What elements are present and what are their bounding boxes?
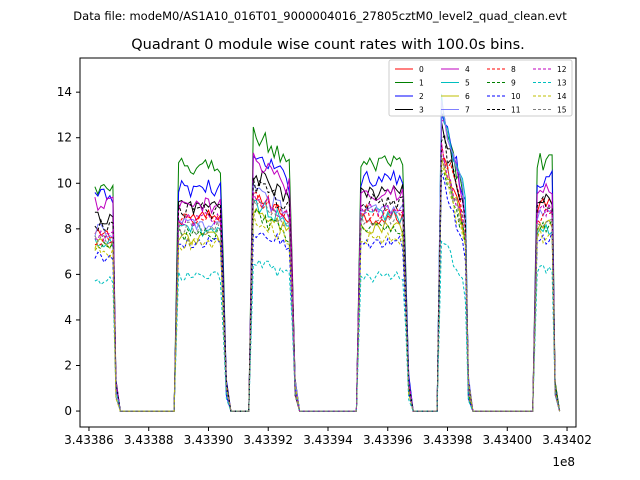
series-layer: [94, 93, 561, 412]
y-tick-label: 4: [64, 313, 72, 327]
legend-label-3: 3: [419, 106, 424, 115]
x-tick-label: 3.43402: [542, 433, 592, 447]
legend-label-13: 13: [557, 79, 567, 88]
legend-label-11: 11: [511, 106, 521, 115]
legend-label-8: 8: [511, 65, 516, 74]
x-tick-label: 3.43394: [303, 433, 353, 447]
series-line-13: [94, 240, 561, 412]
y-tick-label: 2: [64, 359, 72, 373]
legend-label-1: 1: [419, 79, 424, 88]
x-tick-label: 3.43386: [64, 433, 114, 447]
y-tick-label: 6: [64, 267, 72, 281]
legend-label-14: 14: [557, 92, 567, 101]
y-tick-label: 10: [57, 176, 72, 190]
legend-label-9: 9: [511, 79, 516, 88]
legend-box: [388, 59, 573, 117]
legend-label-7: 7: [465, 106, 470, 115]
x-tick-label: 3.43398: [423, 433, 473, 447]
series-line-9: [94, 168, 561, 412]
x-tick-label: 3.43388: [124, 433, 174, 447]
series-line-14: [94, 163, 561, 412]
y-tick-label: 12: [57, 131, 72, 145]
chart-title: Quadrant 0 module wise count rates with …: [131, 37, 525, 53]
legend-label-12: 12: [557, 65, 567, 74]
x-tick-label: 3.43390: [184, 433, 234, 447]
axes-layer: 3.43386 3.43388 3.43390 3.43392 3.43394 3.433…: [57, 85, 592, 447]
x-offset-label: 1e8: [552, 455, 575, 469]
x-tick-label: 3.43400: [482, 433, 532, 447]
legend-label-5: 5: [465, 79, 470, 88]
series-line-15: [94, 154, 561, 412]
y-tick-label: 8: [64, 222, 72, 236]
x-tick-label: 3.43392: [243, 433, 293, 447]
legend-label-6: 6: [465, 92, 470, 101]
y-tick-label: 14: [57, 85, 72, 99]
legend-label-15: 15: [557, 106, 567, 115]
legend-label-4: 4: [465, 65, 470, 74]
legend-label-2: 2: [419, 92, 424, 101]
series-line-8: [94, 142, 561, 412]
x-tick-label: 3.43396: [363, 433, 413, 447]
y-tick-label: 0: [64, 404, 72, 418]
data-file-label: Data file: modeM0/AS1A10_016T01_90000040…: [73, 9, 567, 23]
legend-label-10: 10: [511, 92, 521, 101]
legend-label-0: 0: [419, 65, 424, 74]
